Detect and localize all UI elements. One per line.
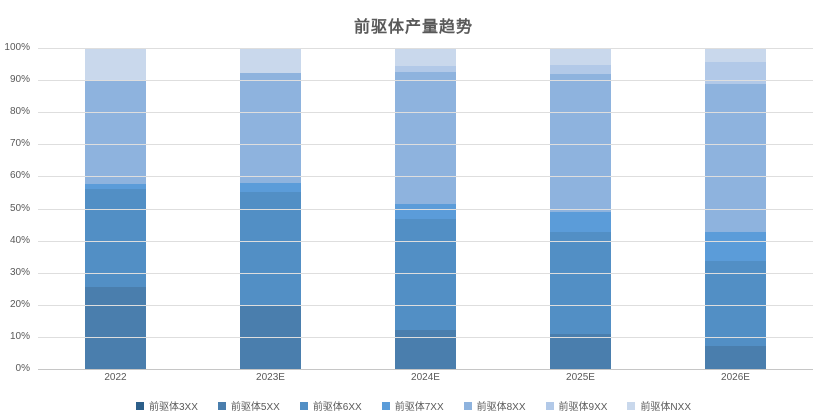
gridline	[38, 241, 813, 242]
legend-swatch-icon	[627, 401, 636, 410]
bar-slot	[38, 48, 193, 369]
legend-swatch-icon	[381, 401, 390, 410]
bar-segment-series-1[interactable]	[550, 333, 611, 369]
bar-segment-series-6[interactable]	[550, 48, 611, 66]
bar-2025E[interactable]	[550, 48, 611, 369]
gridline	[38, 144, 813, 145]
bar-segment-series-3[interactable]	[240, 182, 301, 193]
bar-segment-series-3[interactable]	[395, 203, 456, 219]
bar-segment-series-6[interactable]	[395, 48, 456, 67]
y-axis-tick-label: 60%	[9, 170, 30, 181]
legend-swatch-icon	[136, 401, 144, 410]
gridline	[38, 209, 813, 210]
legend-swatch-icon	[545, 401, 554, 410]
y-axis-tick-label: 10%	[9, 331, 30, 342]
legend-item-series-1[interactable]: 前驱体5XX	[217, 398, 280, 413]
x-axis-label: 2025E	[566, 372, 595, 383]
bar-segment-series-2[interactable]	[550, 231, 611, 334]
y-axis-tick-label: 50%	[9, 203, 30, 214]
bar-segment-series-5[interactable]	[550, 65, 611, 75]
bar-segment-series-4[interactable]	[85, 80, 146, 185]
bar-segment-series-4[interactable]	[395, 72, 456, 204]
gridline	[38, 48, 813, 49]
legend-item-series-3[interactable]: 前驱体7XX	[381, 398, 444, 413]
legend-label: 前驱体NXX	[640, 402, 691, 413]
bar-segment-series-2[interactable]	[705, 261, 766, 347]
legend-item-series-5[interactable]: 前驱体9XX	[545, 398, 608, 413]
legend-label: 前驱体5XX	[230, 402, 280, 413]
y-axis-tick-label: 90%	[9, 74, 30, 85]
x-axis-label: 2022	[104, 372, 127, 383]
bar-segment-series-4[interactable]	[705, 83, 766, 232]
legend-label: 前驱体9XX	[558, 402, 608, 413]
legend-label: 前驱体3XX	[149, 402, 198, 413]
y-axis-tick-label: 70%	[9, 138, 30, 149]
legend: 前驱体3XX 前驱体5XX 前驱体6XX 前驱体7XX 前驱体8XX 前驱体9XX 前驱体N…	[0, 398, 827, 413]
legend-label: 前驱体8XX	[476, 402, 526, 413]
bar-segment-series-6[interactable]	[705, 48, 766, 63]
bar-slot	[348, 48, 503, 369]
y-axis-tick-label: 80%	[9, 106, 30, 117]
bar-2024E[interactable]	[395, 48, 456, 369]
bar-segment-series-2[interactable]	[395, 218, 456, 331]
y-axis-tick-label: 20%	[9, 299, 30, 310]
y-axis-tick-label: 100%	[4, 42, 30, 53]
bar-segment-series-4[interactable]	[240, 73, 301, 183]
gridline	[38, 337, 813, 338]
bar-segment-series-3[interactable]	[705, 231, 766, 262]
legend-swatch-icon	[299, 401, 308, 410]
legend-swatch-icon	[217, 401, 226, 410]
gridline	[38, 80, 813, 81]
bar-segment-series-5[interactable]	[395, 66, 456, 73]
gridline	[38, 305, 813, 306]
bar-segment-series-4[interactable]	[550, 74, 611, 212]
bar-slot	[658, 48, 813, 369]
bar-segment-series-3[interactable]	[550, 211, 611, 232]
y-axis-tick-label: 30%	[9, 267, 30, 278]
bar-segment-series-1[interactable]	[395, 330, 456, 369]
bar-segment-series-5[interactable]	[705, 62, 766, 84]
plot-area	[38, 48, 813, 370]
bar-2026E[interactable]	[705, 48, 766, 369]
bar-segment-series-2[interactable]	[85, 188, 146, 287]
x-axis-label: 2026E	[721, 372, 750, 383]
x-axis: 2022 2023E 2024E 2025E 2026E	[38, 372, 813, 383]
gridline	[38, 273, 813, 274]
bar-slot	[503, 48, 658, 369]
legend-item-series-0[interactable]: 前驱体3XX	[136, 398, 198, 413]
bar-segment-series-1[interactable]	[705, 346, 766, 369]
x-axis-label: 2023E	[256, 372, 285, 383]
chart-title: 前驱体产量趋势	[353, 19, 473, 36]
y-axis-tick-label: 0%	[15, 363, 30, 374]
bar-segment-series-2[interactable]	[240, 192, 301, 307]
legend-label: 前驱体7XX	[394, 402, 444, 413]
legend-label: 前驱体6XX	[312, 402, 362, 413]
bar-segment-series-6[interactable]	[240, 48, 301, 74]
legend-item-series-6[interactable]: 前驱体NXX	[627, 398, 691, 413]
x-axis-label: 2024E	[411, 372, 440, 383]
legend-item-series-2[interactable]: 前驱体6XX	[299, 398, 362, 413]
gridline	[38, 176, 813, 177]
bar-segment-series-3[interactable]	[85, 184, 146, 189]
bar-segment-series-1[interactable]	[85, 286, 146, 369]
y-axis-tick-label: 40%	[9, 235, 30, 246]
bar-2022[interactable]	[85, 48, 146, 369]
legend-swatch-icon	[463, 401, 472, 410]
gridline	[38, 112, 813, 113]
legend-item-series-4[interactable]: 前驱体8XX	[463, 398, 526, 413]
bar-segment-series-6[interactable]	[85, 48, 146, 81]
